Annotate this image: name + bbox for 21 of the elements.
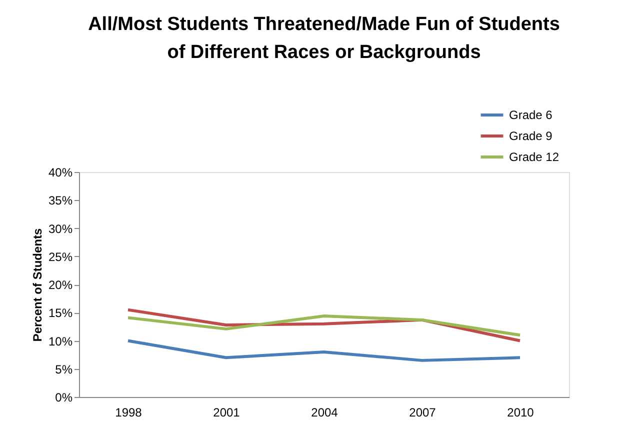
y-tick-label: 20% — [48, 278, 73, 292]
y-tick-label: 40% — [48, 166, 73, 180]
legend-label: Grade 9 — [509, 129, 553, 143]
y-tick-label: 5% — [55, 362, 73, 376]
x-tick-label: 1998 — [115, 406, 142, 420]
y-tick-label: 10% — [48, 334, 73, 348]
chart-title: All/Most Students Threatened/Made Fun of Students of Different Races or Backgrounds — [88, 14, 560, 63]
x-tick-label: 2001 — [213, 406, 240, 420]
y-tick-label: 25% — [48, 250, 73, 264]
x-tick-label: 2007 — [409, 406, 436, 420]
line-series — [126, 314, 522, 337]
y-tick-label: 35% — [48, 194, 73, 208]
x-tick-label: 2004 — [311, 406, 338, 420]
y-tick-label: 0% — [55, 390, 73, 404]
y-axis-title: Percent of Students — [30, 228, 44, 342]
line-series — [126, 339, 522, 362]
x-tick-label: 2010 — [507, 406, 534, 420]
legend-label: Grade 6 — [509, 108, 553, 122]
y-tick-label: 15% — [48, 306, 73, 320]
legend-label: Grade 12 — [509, 150, 560, 164]
y-tick-label: 30% — [48, 222, 73, 236]
